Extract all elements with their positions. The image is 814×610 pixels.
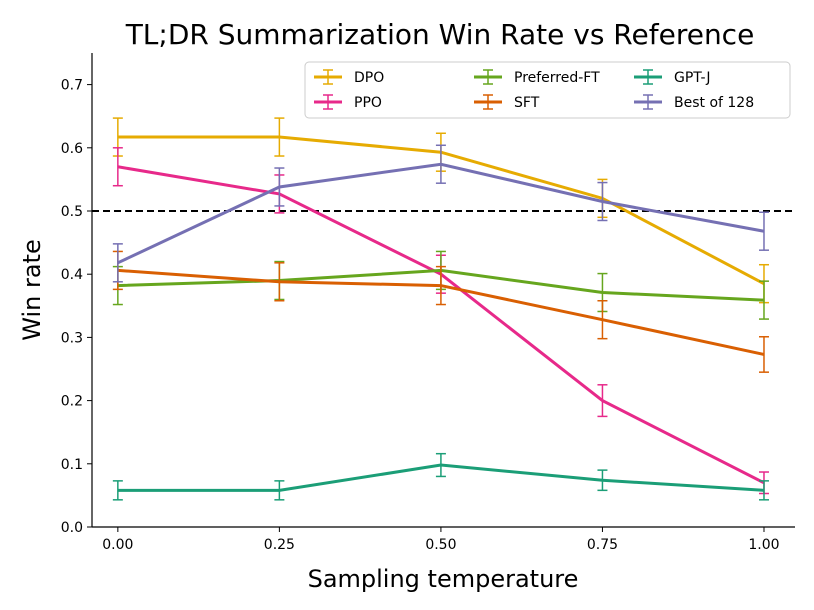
x-axis-label: Sampling temperature xyxy=(308,565,579,593)
y-tick-label: 0.5 xyxy=(61,204,83,220)
y-tick-label: 0.3 xyxy=(61,330,83,346)
x-tick-label: 1.00 xyxy=(748,537,779,553)
y-tick-label: 0.1 xyxy=(61,457,83,473)
legend-box xyxy=(304,61,791,119)
legend-label: Best of 128 xyxy=(674,95,754,111)
series-sft xyxy=(112,250,769,373)
y-tick-label: 0.4 xyxy=(61,267,83,283)
legend-item: Preferred-FT xyxy=(474,69,600,86)
series-best-of-128 xyxy=(112,144,769,283)
legend-item: PPO xyxy=(314,94,382,111)
x-tick-label: 0.00 xyxy=(102,537,133,553)
chart-title: TL;DR Summarization Win Rate vs Referenc… xyxy=(125,18,755,51)
legend-label: DPO xyxy=(354,70,384,86)
legend-item: DPO xyxy=(314,69,384,86)
legend-item: SFT xyxy=(474,94,540,111)
series-ppo xyxy=(112,147,769,495)
y-tick-label: 0.6 xyxy=(61,141,83,157)
x-tick-label: 0.25 xyxy=(264,537,295,553)
legend-label: Preferred-FT xyxy=(514,70,600,86)
legend-label: GPT-J xyxy=(674,70,711,86)
y-axis-label: Win rate xyxy=(18,239,46,340)
y-tick-label: 0.0 xyxy=(61,520,83,536)
legend-item: Best of 128 xyxy=(634,94,754,111)
x-tick-label: 0.75 xyxy=(587,537,618,553)
legend-label: SFT xyxy=(514,95,540,111)
y-tick-label: 0.2 xyxy=(61,394,83,410)
x-tick-label: 0.50 xyxy=(425,537,456,553)
legend-label: PPO xyxy=(354,95,382,111)
y-tick-label: 0.7 xyxy=(61,78,83,94)
series-gpt-j xyxy=(112,452,769,501)
legend-item: GPT-J xyxy=(634,69,711,86)
